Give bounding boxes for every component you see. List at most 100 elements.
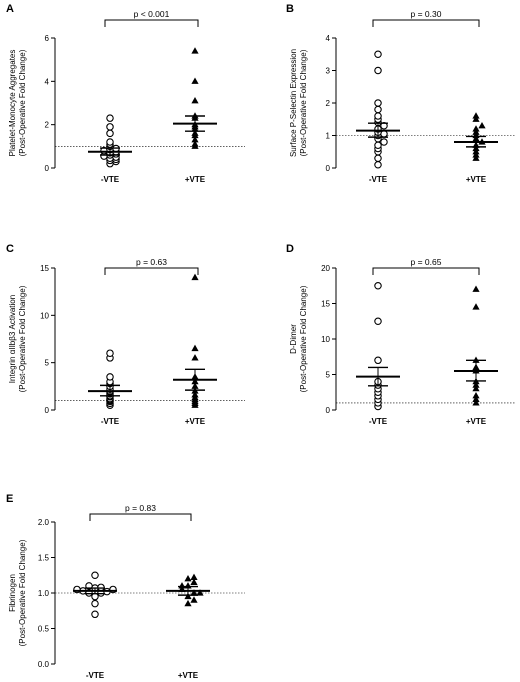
data-point-circle [374, 154, 382, 163]
data-point-circle [374, 105, 382, 114]
y-tick-label: 2 [45, 121, 50, 130]
p-value-label: p = 0.83 [125, 503, 156, 513]
x-category-label: -VTE [369, 417, 388, 426]
y-axis-label: (Post-Operative Fold Change) [299, 285, 308, 392]
data-point-triangle [472, 303, 480, 310]
data-point-triangle [472, 395, 480, 402]
data-point-triangle [478, 121, 486, 129]
x-category-label: -VTE [369, 175, 388, 184]
data-point-triangle [472, 285, 480, 292]
y-tick-label: 2 [326, 99, 331, 108]
data-point-circle [374, 161, 382, 169]
data-point-triangle [472, 125, 480, 132]
data-point-triangle [472, 392, 480, 399]
data-point-triangle [472, 144, 480, 152]
data-point-circle [374, 112, 382, 120]
data-point-circle [374, 99, 382, 107]
data-point-triangle [191, 344, 199, 352]
y-tick-label: 1 [326, 132, 331, 141]
data-point-triangle [191, 136, 199, 143]
data-point-circle [106, 349, 114, 357]
data-point-circle [374, 356, 382, 365]
y-axis-label: (Post-Operative Fold Change) [18, 285, 27, 392]
data-point-triangle [196, 589, 204, 596]
panel-d: D 0 5 10 15 20 D-Dimer (Post-Operative Fold Cha… [286, 243, 516, 426]
data-point-triangle [184, 592, 192, 600]
data-point-triangle [472, 115, 480, 122]
y-axis-label: Surface P-Selectin Expression [289, 49, 298, 157]
data-point-circle [374, 281, 382, 290]
data-point-circle [106, 123, 114, 131]
panel-b: B 0 1 2 3 4 Surface P-Selectin Expression (Post… [286, 3, 516, 184]
p-value-label: p = 0.63 [136, 257, 167, 267]
y-tick-label: 1.5 [38, 554, 50, 563]
y-tick-label: 4 [326, 34, 331, 43]
x-category-label: +VTE [185, 417, 206, 426]
data-point-triangle [472, 399, 480, 406]
y-axis-label: Platelet-Monocyte Aggregates [8, 50, 17, 157]
panel-letter: B [286, 3, 294, 15]
data-point-triangle [472, 147, 480, 155]
data-point-triangle [190, 589, 198, 596]
p-value-label: p = 0.30 [411, 9, 442, 19]
data-point-triangle [472, 154, 480, 161]
y-tick-label: 20 [321, 264, 330, 273]
x-category-label: +VTE [178, 671, 199, 680]
data-point-circle [97, 583, 105, 592]
data-point-triangle [191, 47, 199, 54]
x-category-label: -VTE [86, 671, 105, 680]
panel-letter: A [6, 3, 14, 15]
y-axis-label: (Post-Operative Fold Change) [18, 539, 27, 646]
significance-bracket [104, 19, 199, 27]
panel-letter: C [6, 243, 14, 255]
panel-e: E 0.0 0.5 1.0 1.5 2.0 Fibrinogen (Post-Operativ… [6, 493, 245, 680]
data-point-circle [380, 130, 388, 138]
significance-bracket [104, 267, 199, 275]
y-tick-label: 5 [45, 359, 50, 368]
significance-bracket [372, 267, 480, 275]
y-axis-label: (Post-Operative Fold Change) [299, 49, 308, 156]
y-tick-label: 0 [326, 406, 331, 415]
data-point-circle [106, 114, 114, 122]
y-tick-label: 0.5 [38, 625, 50, 634]
data-point-circle [91, 610, 99, 619]
panel-letter: D [286, 243, 294, 255]
data-point-circle [374, 66, 382, 75]
panel-c: C 0 5 10 15 Integrin αIIbβ3 Activation (Post-O… [6, 243, 245, 426]
y-tick-label: 0.0 [38, 660, 50, 669]
data-point-triangle [191, 97, 199, 104]
y-tick-label: 4 [45, 77, 50, 86]
data-point-circle [374, 50, 382, 58]
y-tick-label: 3 [326, 67, 331, 76]
data-point-triangle [191, 354, 199, 361]
x-category-label: +VTE [466, 175, 487, 184]
data-point-triangle [190, 573, 198, 580]
data-point-triangle [472, 381, 480, 388]
data-point-triangle [472, 112, 480, 119]
y-axis-label: D-Dimer [289, 324, 298, 354]
data-point-triangle [184, 575, 192, 582]
y-tick-label: 15 [321, 300, 330, 309]
data-point-circle [91, 599, 99, 608]
data-point-triangle [472, 151, 480, 158]
y-axis-label: (Post-Operative Fold Change) [18, 49, 27, 156]
data-point-triangle [472, 384, 480, 392]
y-tick-label: 0 [45, 164, 50, 173]
data-point-triangle [190, 578, 198, 585]
data-point-triangle [191, 391, 199, 398]
data-point-triangle [190, 596, 198, 603]
data-point-triangle [191, 273, 199, 281]
significance-bracket [372, 19, 480, 27]
y-tick-label: 0 [326, 164, 331, 173]
y-tick-label: 10 [321, 335, 330, 344]
x-category-label: +VTE [185, 175, 206, 184]
y-tick-label: 15 [40, 264, 49, 273]
y-axis-label: Fibrinogen [8, 574, 17, 612]
y-axis-label: Integrin αIIbβ3 Activation [8, 295, 17, 383]
y-tick-label: 10 [40, 311, 49, 320]
data-point-triangle [191, 77, 199, 84]
data-point-circle [91, 571, 99, 579]
y-tick-label: 5 [326, 371, 331, 380]
data-point-triangle [472, 128, 480, 135]
